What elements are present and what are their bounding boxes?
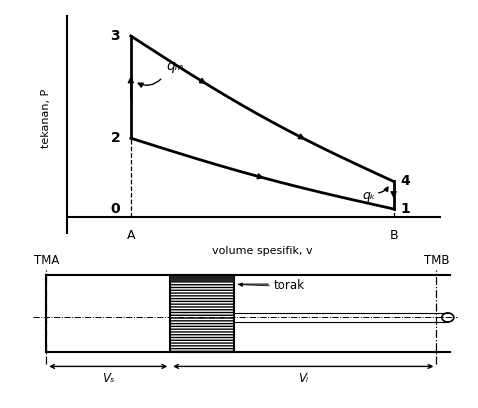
Bar [170,275,234,282]
Text: 3: 3 [110,29,120,43]
Text: volume spesifik, v: volume spesifik, v [212,246,313,256]
Text: Vₗ: Vₗ [298,372,308,385]
Text: 2: 2 [110,131,120,145]
Text: 1: 1 [401,202,411,216]
Text: TMB: TMB [424,254,449,267]
Text: qₘ: qₘ [166,59,184,73]
Text: 0: 0 [110,202,120,216]
Text: qₖ: qₖ [363,189,376,202]
Bar [170,275,234,352]
Text: torak: torak [273,279,304,293]
Text: B: B [389,228,398,242]
Text: 4: 4 [401,175,411,188]
Text: tekanan, P: tekanan, P [41,89,51,148]
Text: Vₛ: Vₛ [102,372,114,385]
Text: A: A [127,228,135,242]
Text: TMA: TMA [33,254,59,267]
